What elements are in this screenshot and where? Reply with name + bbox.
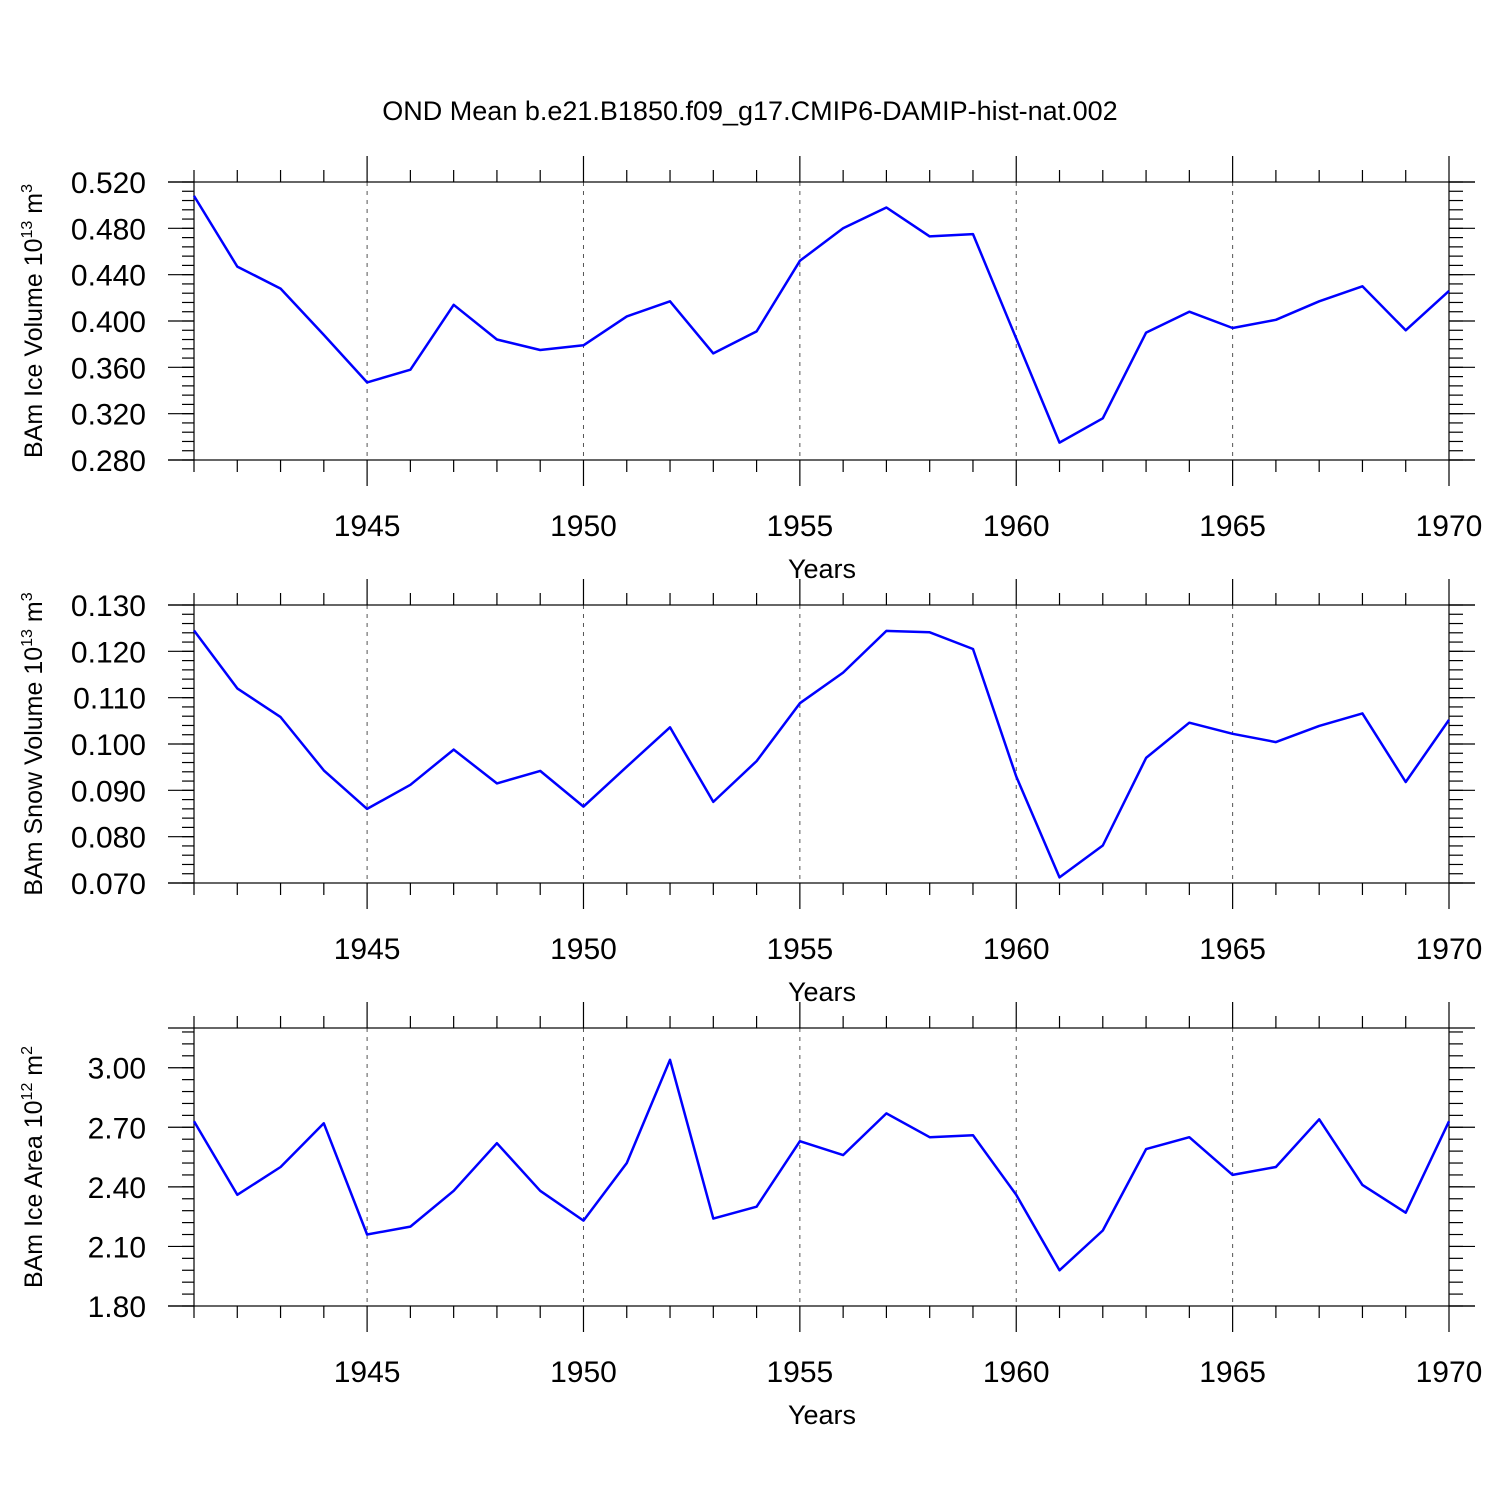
y-tick-label: 0.090: [71, 775, 146, 808]
plot-frame: [193, 604, 1450, 884]
y-tick-label: 0.070: [71, 868, 146, 901]
x-axis-label: Years: [788, 554, 856, 584]
figure-title: OND Mean b.e21.B1850.f09_g17.CMIP6-DAMIP…: [382, 96, 1117, 126]
x-tick-label: 1970: [1416, 1356, 1483, 1389]
y-tick-label: 0.110: [73, 683, 146, 716]
series-line-ice-volume: [192, 195, 1450, 444]
y-tick-label: 0.360: [71, 352, 146, 385]
series-line-snow-volume: [192, 629, 1451, 879]
x-tick-label: 1970: [1416, 933, 1483, 966]
x-tick-label: 1965: [1199, 1356, 1266, 1389]
x-tick-label: 1955: [766, 933, 833, 966]
y-tick-label: 3.00: [88, 1053, 146, 1086]
y-tick-label: 2.10: [88, 1231, 146, 1264]
x-axis-label: Years: [788, 977, 856, 1007]
x-tick-label: 1950: [550, 1356, 617, 1389]
panel-snow-volume: 0.070 0.080 0.090 0.100 0.110 0.120 0.130 1945 1…: [19, 579, 1482, 1007]
x-tick-label: 1960: [983, 510, 1050, 543]
y-tick-label: 0.320: [71, 399, 146, 432]
x-tick-label: 1955: [766, 510, 833, 543]
y-tick-label: 0.400: [71, 306, 146, 339]
x-tick-label: 1970: [1416, 510, 1483, 543]
y-tick-label: 0.120: [71, 636, 146, 669]
x-tick-label: 1960: [983, 1356, 1050, 1389]
y-tick-label: 0.280: [71, 445, 146, 478]
y-tick-label: 0.480: [71, 213, 146, 246]
y-tick-label: 0.100: [71, 729, 146, 762]
x-tick-label: 1945: [334, 933, 401, 966]
x-tick-label: 1945: [334, 510, 401, 543]
y-tick-label: 1.80: [88, 1291, 146, 1324]
y-axis-label: BAm Snow Volume 1013 m3: [19, 592, 48, 895]
x-tick-label: 1955: [766, 1356, 833, 1389]
y-axis-label: BAm Ice Volume 1013 m3: [19, 184, 48, 458]
x-tick-label: 1945: [334, 1356, 401, 1389]
panel-ice-volume: 0.280 0.320 0.360 0.400 0.440 0.480 0.520 1945 1…: [19, 156, 1482, 584]
x-tick-label: 1950: [550, 933, 617, 966]
x-tick-label: 1950: [550, 510, 617, 543]
panel-ice-area: 1.80 2.10 2.40 2.70 3.00 1945 1950 1955 1960 1965…: [19, 1002, 1482, 1430]
y-tick-label: 2.70: [88, 1112, 146, 1145]
plot-frame: [193, 181, 1450, 461]
plot-frame: [193, 1027, 1450, 1307]
y-tick-label: 2.40: [88, 1172, 146, 1205]
y-tick-label: 0.080: [71, 822, 146, 855]
y-tick-label: 0.130: [71, 590, 146, 623]
y-axis-label: BAm Ice Area 1012 m2: [19, 1046, 48, 1288]
x-tick-label: 1965: [1199, 933, 1266, 966]
x-tick-label: 1960: [983, 933, 1050, 966]
series-line-ice-area: [192, 1058, 1451, 1272]
y-tick-label: 0.520: [71, 167, 146, 200]
x-axis-label: Years: [788, 1400, 856, 1430]
y-tick-label: 0.440: [71, 260, 146, 293]
x-tick-label: 1965: [1199, 510, 1266, 543]
